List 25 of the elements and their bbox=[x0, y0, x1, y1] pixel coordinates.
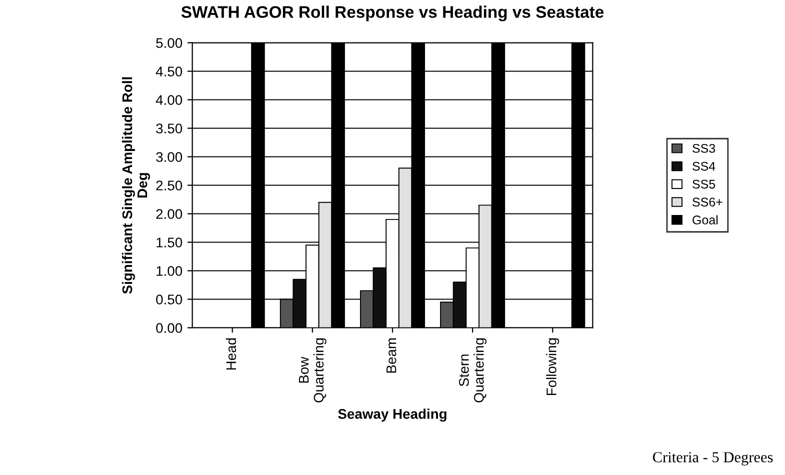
chart-title: SWATH AGOR Roll Response vs Heading vs Seastate bbox=[181, 6, 604, 22]
legend-label: SS4 bbox=[692, 162, 716, 171]
y-tick-label: 3.00 bbox=[156, 152, 182, 162]
x-tick-label: Stern Quartering bbox=[458, 338, 487, 402]
x-tick-label: Bow Quartering bbox=[298, 338, 326, 402]
legend-label: SS3 bbox=[692, 144, 716, 153]
y-tick-label: 2.00 bbox=[156, 209, 182, 219]
y-tick-label: 1.50 bbox=[156, 238, 182, 248]
y-tick-label: 2.50 bbox=[156, 180, 182, 190]
x-axis-title: Seaway Heading bbox=[338, 408, 446, 422]
y-axis-title: Significant Single Amplitude Roll Deg bbox=[122, 77, 150, 294]
x-tick-label: Beam bbox=[386, 338, 396, 373]
x-tick-label: Following bbox=[546, 338, 560, 395]
y-tick-label: 4.50 bbox=[156, 66, 182, 76]
y-tick-label: 0.50 bbox=[156, 294, 182, 304]
x-tick-label: Head bbox=[226, 338, 236, 370]
legend-label: Goal bbox=[692, 215, 718, 224]
y-tick-label: 0.00 bbox=[156, 323, 182, 333]
y-tick-label: 4.00 bbox=[156, 95, 182, 105]
y-tick-label: 1.00 bbox=[156, 266, 182, 276]
y-tick-label: 3.50 bbox=[156, 124, 182, 134]
y-tick-label: 5.00 bbox=[156, 38, 182, 48]
legend-label: SS6+ bbox=[692, 198, 722, 207]
legend-label: SS5 bbox=[692, 180, 716, 189]
text: Criteria - 5 Degrees bbox=[652, 452, 773, 466]
